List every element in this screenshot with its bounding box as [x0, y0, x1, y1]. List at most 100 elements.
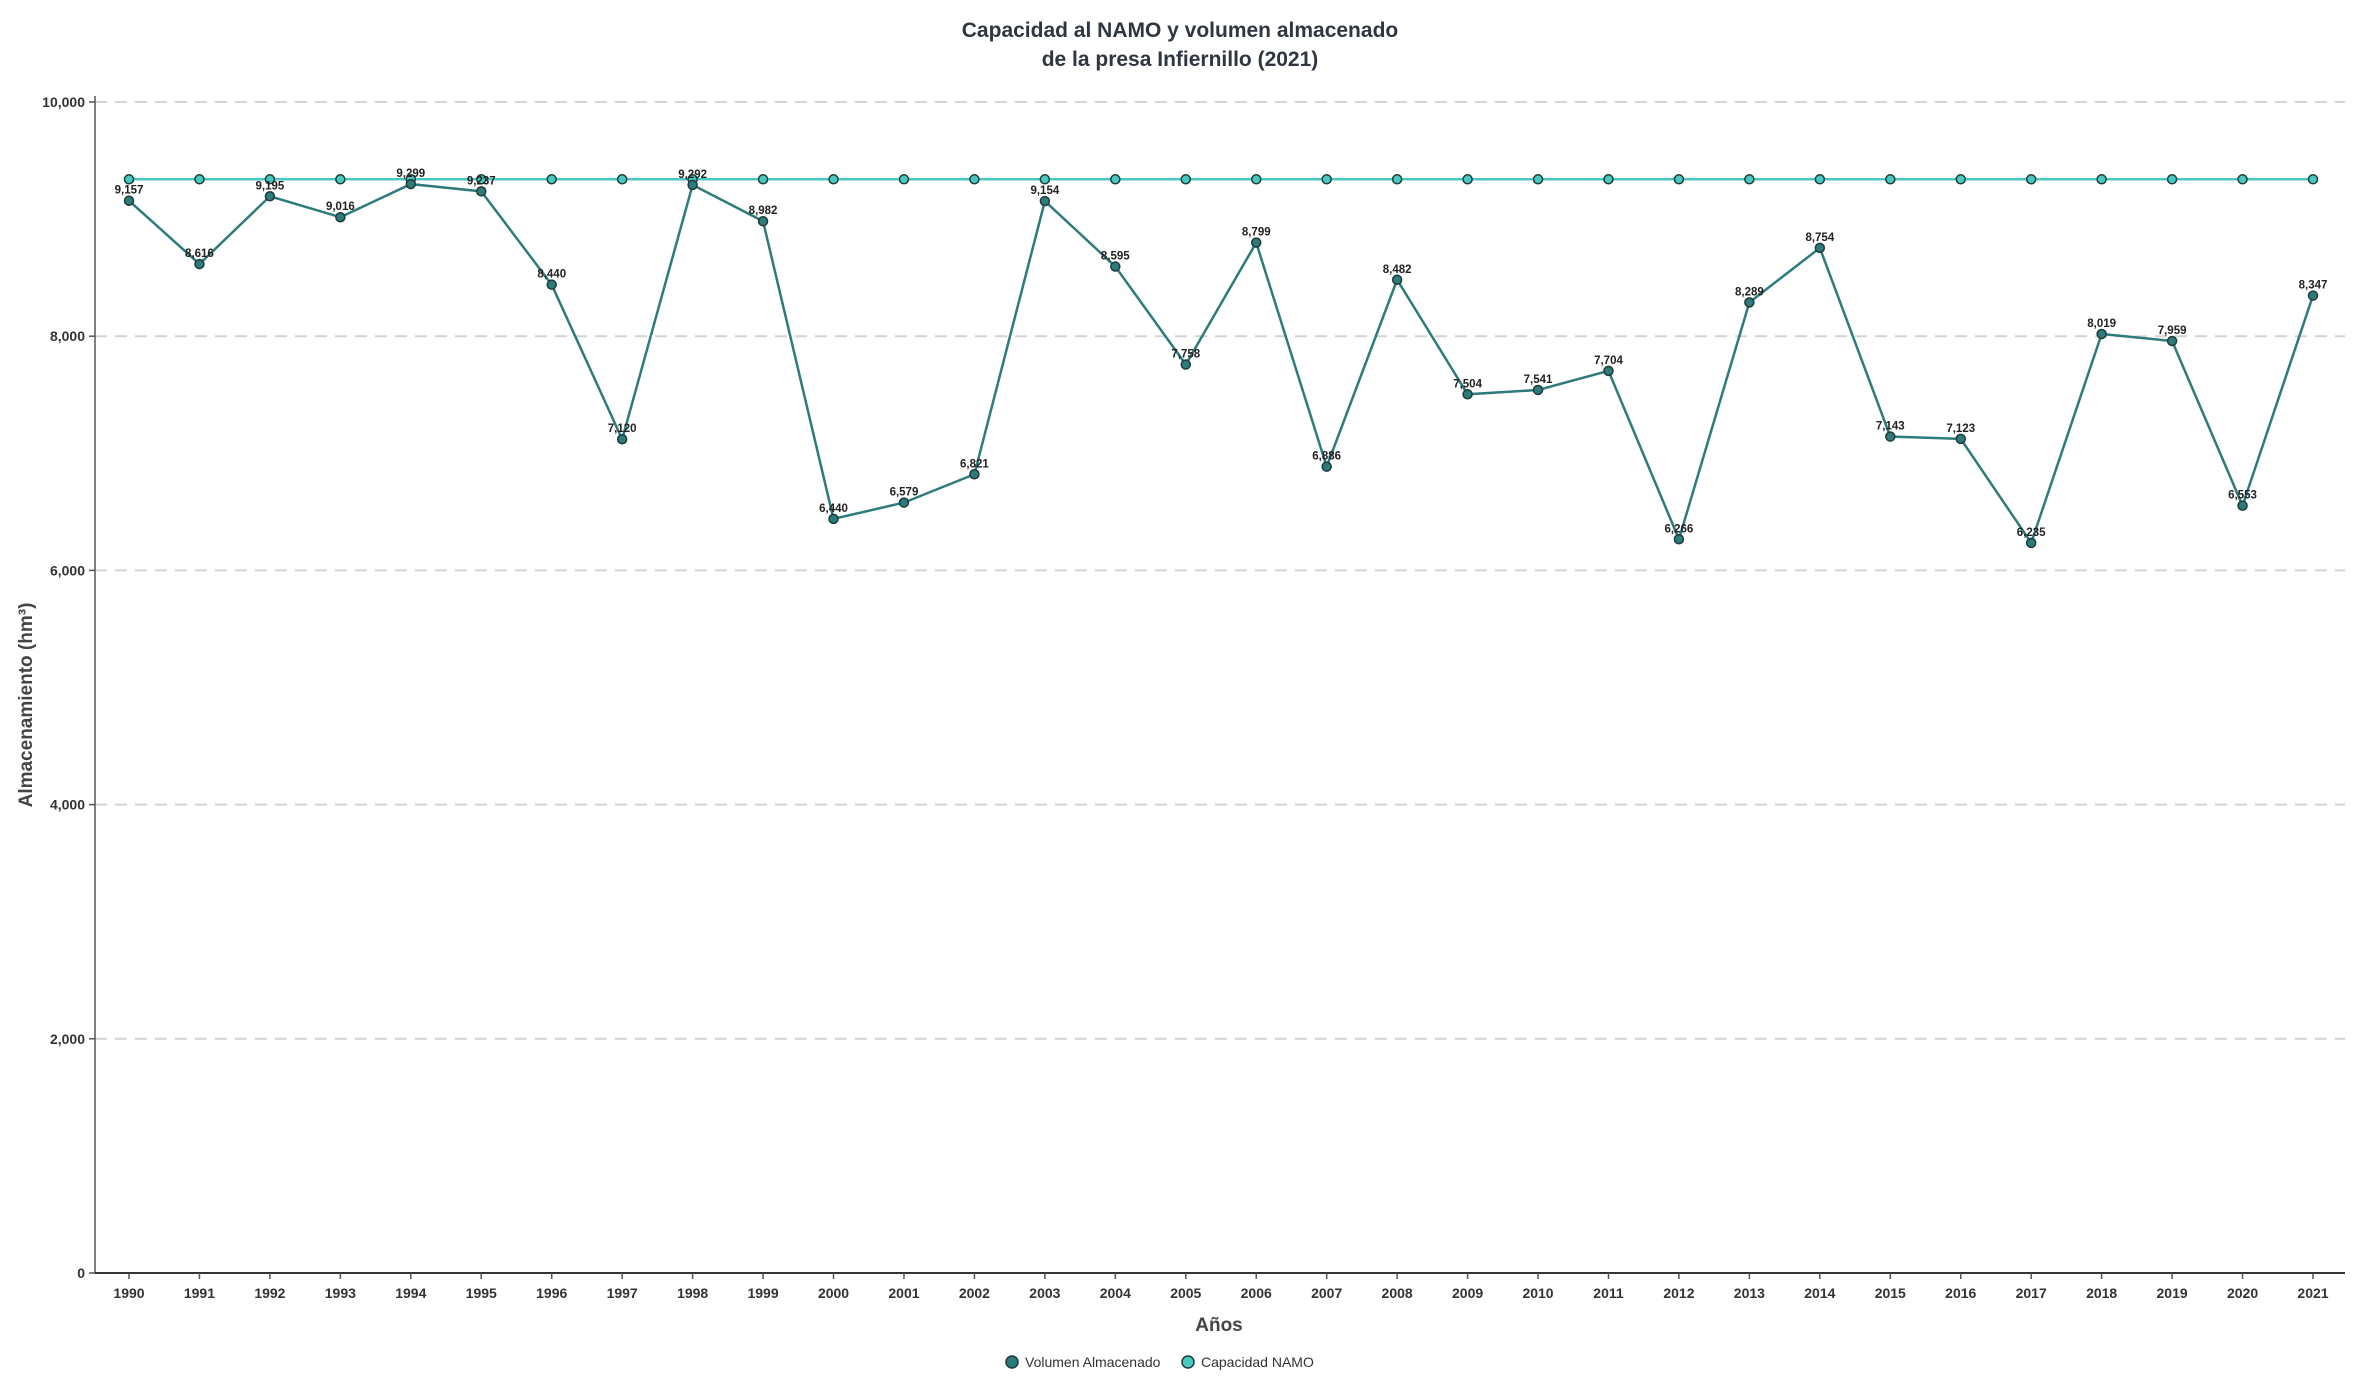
data-label: 9,195 [256, 180, 285, 192]
data-point-volumen[interactable] [2025, 537, 2037, 549]
legend-item-namo[interactable]: Capacidad NAMO [1181, 1354, 1314, 1370]
data-point-namo[interactable] [1955, 174, 1966, 185]
data-point-volumen[interactable] [1391, 274, 1403, 286]
x-tick-label: 2013 [1734, 1285, 1765, 1301]
data-point-volumen[interactable] [2307, 290, 2319, 301]
data-point-namo[interactable] [1110, 174, 1121, 185]
data-label: 8,289 [1735, 286, 1764, 298]
data-point-namo[interactable] [2307, 174, 2319, 185]
data-point-namo[interactable] [2237, 174, 2248, 185]
data-point-namo[interactable] [1391, 174, 1403, 185]
data-point-namo[interactable] [616, 174, 628, 185]
data-point-volumen[interactable] [1250, 237, 1262, 248]
data-point-volumen[interactable] [757, 215, 769, 227]
x-tick-label: 2004 [1100, 1285, 1131, 1301]
data-point-namo[interactable] [335, 174, 346, 185]
data-point-namo[interactable] [194, 174, 205, 185]
data-point-volumen[interactable] [1744, 297, 1755, 308]
x-tick-label: 2000 [818, 1285, 849, 1301]
data-point-volumen[interactable] [2237, 500, 2248, 511]
data-label: 7,123 [1946, 423, 1975, 435]
data-point-namo[interactable] [1814, 174, 1826, 185]
data-point-volumen[interactable] [969, 469, 980, 480]
y-tick-label: 0 [77, 1265, 85, 1281]
x-tick-label: 2012 [1663, 1285, 1694, 1301]
data-label: 6,886 [1312, 451, 1341, 463]
legend[interactable]: Volumen Almacenado Capacidad NAMO [1005, 1354, 1314, 1370]
x-tick-label: 1996 [536, 1285, 567, 1301]
gridlines [95, 101, 2345, 1040]
data-point-namo[interactable] [1180, 174, 1192, 185]
data-point-volumen[interactable] [828, 513, 839, 525]
data-point-namo[interactable] [757, 174, 769, 185]
data-point-namo[interactable] [1039, 174, 1051, 185]
data-point-namo[interactable] [1885, 174, 1896, 185]
x-tick-label: 2009 [1452, 1285, 1483, 1301]
data-point-volumen[interactable] [898, 497, 910, 508]
data-point-volumen[interactable] [1885, 431, 1896, 442]
data-point-volumen[interactable] [194, 258, 205, 270]
x-tick-label: 2002 [959, 1285, 990, 1301]
data-point-namo[interactable] [546, 174, 557, 185]
data-point-volumen[interactable] [2166, 335, 2178, 347]
data-point-namo[interactable] [123, 174, 135, 185]
data-point-volumen[interactable] [335, 211, 346, 223]
chart-title-line-1: Capacidad al NAMO y volumen almacenado [962, 19, 1398, 42]
data-label: 8,754 [1805, 232, 1834, 244]
data-point-namo[interactable] [2166, 174, 2178, 185]
data-point-volumen[interactable] [546, 279, 557, 290]
data-point-namo[interactable] [2096, 174, 2107, 185]
data-label: 8,799 [1242, 227, 1271, 239]
data-point-volumen[interactable] [1110, 261, 1121, 272]
x-tick-label: 2021 [2297, 1285, 2328, 1301]
data-point-volumen[interactable] [1039, 195, 1051, 207]
x-tick-label: 1991 [184, 1285, 215, 1301]
data-point-volumen[interactable] [1462, 389, 1473, 400]
data-label: 9,237 [467, 175, 496, 187]
legend-label: Capacidad NAMO [1201, 1354, 1314, 1370]
data-point-namo[interactable] [264, 174, 276, 185]
data-point-namo[interactable] [1250, 174, 1262, 185]
data-point-namo[interactable] [898, 174, 910, 185]
data-point-volumen[interactable] [2096, 328, 2107, 340]
data-label: 6,266 [1665, 523, 1694, 535]
legend-marker [1181, 1355, 1195, 1369]
legend-item-volumen[interactable]: Volumen Almacenado [1005, 1354, 1161, 1370]
data-point-namo[interactable] [2025, 174, 2037, 185]
data-label: 7,959 [2158, 325, 2187, 337]
data-point-namo[interactable] [1462, 174, 1473, 185]
data-point-volumen[interactable] [1814, 242, 1826, 254]
data-point-namo[interactable] [1673, 174, 1685, 185]
x-tick-label: 2010 [1522, 1285, 1553, 1301]
x-tick-label: 2003 [1029, 1285, 1060, 1301]
data-label: 7,541 [1524, 374, 1553, 386]
data-point-namo[interactable] [1744, 174, 1755, 185]
data-point-volumen[interactable] [616, 433, 628, 445]
data-point-volumen[interactable] [1532, 384, 1544, 396]
data-label: 8,482 [1383, 264, 1412, 276]
data-point-volumen[interactable] [687, 179, 698, 191]
x-tick-label: 2001 [888, 1285, 919, 1301]
data-point-volumen[interactable] [405, 178, 417, 190]
data-point-namo[interactable] [969, 174, 980, 185]
data-point-namo[interactable] [1532, 174, 1544, 185]
x-tick-label: 2018 [2086, 1285, 2117, 1301]
data-point-volumen[interactable] [476, 186, 487, 197]
x-tick-label: 1995 [466, 1285, 497, 1301]
data-point-namo[interactable] [1321, 174, 1332, 185]
data-point-namo[interactable] [476, 174, 487, 185]
data-label: 7,704 [1594, 355, 1623, 367]
data-point-volumen[interactable] [1321, 461, 1332, 472]
data-point-volumen[interactable] [1180, 359, 1192, 370]
data-point-namo[interactable] [1603, 174, 1614, 185]
data-point-volumen[interactable] [123, 195, 135, 206]
data-label: 8,595 [1101, 251, 1130, 263]
data-point-volumen[interactable] [1603, 365, 1614, 377]
data-point-volumen[interactable] [1955, 433, 1966, 445]
data-labels: 9,157 8,616 9,195 9,016 9,299 9,237 8,440 7,120… [115, 168, 2328, 539]
data-point-namo[interactable] [828, 174, 839, 185]
data-point-volumen[interactable] [1673, 534, 1685, 545]
chart-title-line-2: de la presa Infiernillo (2021) [1042, 48, 1319, 71]
data-point-volumen[interactable] [264, 191, 276, 202]
